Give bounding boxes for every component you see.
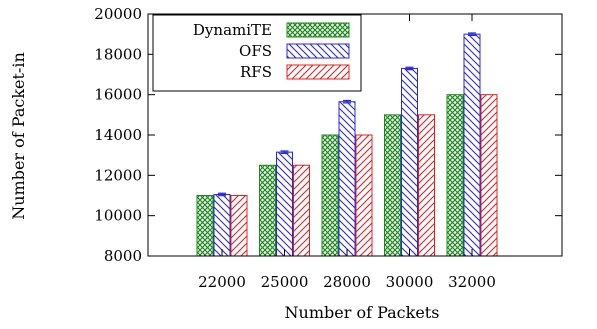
bar-ofs-25000: [276, 151, 293, 257]
x-tick-label: 28000: [323, 273, 371, 291]
bar-rfs-28000: [355, 134, 373, 257]
legend-swatch-rfs: [286, 64, 350, 80]
error-bar-ofs-28000: [343, 99, 351, 104]
plot-frame: [147, 13, 563, 257]
bar-dynamite-32000: [446, 94, 464, 257]
error-bar-ofs-22000: [218, 192, 226, 197]
error-bar-ofs-30000: [405, 66, 414, 71]
y-tick-label: 12000: [94, 166, 142, 184]
bar-rfs-22000: [230, 195, 248, 257]
x-tick-label: 30000: [386, 273, 434, 291]
bar-rfs-32000: [480, 94, 498, 257]
y-axis-ticks: 8000 10000 12000 14000 16000 18000 20000: [94, 5, 562, 265]
error-bar-ofs-25000: [280, 150, 289, 154]
legend-label-ofs: OFS: [239, 42, 272, 60]
bar-dynamite-25000: [259, 164, 276, 257]
bar-rfs-25000: [293, 164, 310, 257]
bar-ofs-28000: [338, 101, 356, 257]
bar-ofs-32000: [463, 33, 481, 257]
bar-ofs-22000: [213, 193, 231, 257]
y-tick-label: 8000: [104, 247, 142, 265]
legend: DynamiTE OFS RFS: [152, 14, 362, 92]
legend-label-dynamite: DynamiTE: [193, 21, 272, 39]
bar-ofs-30000: [401, 67, 418, 257]
y-tick-label: 16000: [94, 86, 142, 104]
x-axis-title: Number of Packets: [285, 303, 440, 322]
y-tick-label: 14000: [94, 126, 142, 144]
x-tick-label: 32000: [448, 273, 496, 291]
bar-dynamite-28000: [321, 134, 339, 257]
y-tick-label: 10000: [94, 207, 142, 225]
y-tick-label: 18000: [94, 45, 142, 63]
bar-dynamite-30000: [384, 114, 401, 257]
y-tick-label: 20000: [94, 5, 142, 23]
y-axis-title: Number of Packet-in: [9, 52, 28, 220]
bar-dynamite-22000: [196, 195, 214, 257]
legend-swatch-dynamite: [286, 22, 350, 38]
x-tick-label: 22000: [198, 273, 246, 291]
bar-rfs-30000: [418, 114, 435, 257]
x-axis-ticks: 22000 25000 28000 30000 32000: [198, 14, 496, 291]
x-tick-label: 25000: [261, 273, 309, 291]
legend-swatch-ofs: [286, 43, 350, 59]
error-bar-ofs-32000: [468, 32, 476, 36]
legend-label-rfs: RFS: [240, 63, 272, 81]
